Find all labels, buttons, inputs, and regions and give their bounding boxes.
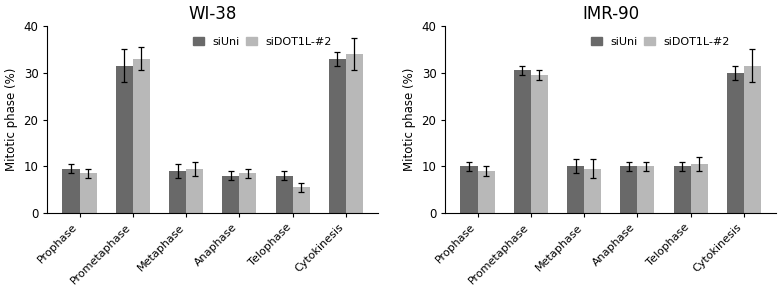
Title: IMR-90: IMR-90 (582, 5, 640, 23)
Bar (186, 169, 203, 213)
Bar (584, 169, 601, 213)
Bar (744, 66, 761, 213)
Bar (461, 166, 477, 213)
Legend: siUni, siDOT1L-#2: siUni, siDOT1L-#2 (189, 33, 335, 50)
Bar (133, 59, 150, 213)
Bar (531, 75, 547, 213)
Bar (80, 173, 97, 213)
Bar (620, 166, 637, 213)
Bar (116, 66, 133, 213)
Bar (690, 164, 708, 213)
Bar (567, 166, 584, 213)
Bar (239, 173, 256, 213)
Y-axis label: Mitotic phase (%): Mitotic phase (%) (403, 68, 416, 171)
Title: WI-38: WI-38 (188, 5, 237, 23)
Bar (169, 171, 186, 213)
Bar (62, 169, 80, 213)
Bar (223, 176, 239, 213)
Bar (346, 54, 363, 213)
Bar (727, 73, 744, 213)
Bar (477, 171, 494, 213)
Legend: siUni, siDOT1L-#2: siUni, siDOT1L-#2 (587, 33, 733, 50)
Bar (637, 166, 654, 213)
Bar (293, 187, 310, 213)
Bar (673, 166, 690, 213)
Y-axis label: Mitotic phase (%): Mitotic phase (%) (5, 68, 18, 171)
Bar (276, 176, 293, 213)
Bar (329, 59, 346, 213)
Bar (514, 70, 531, 213)
